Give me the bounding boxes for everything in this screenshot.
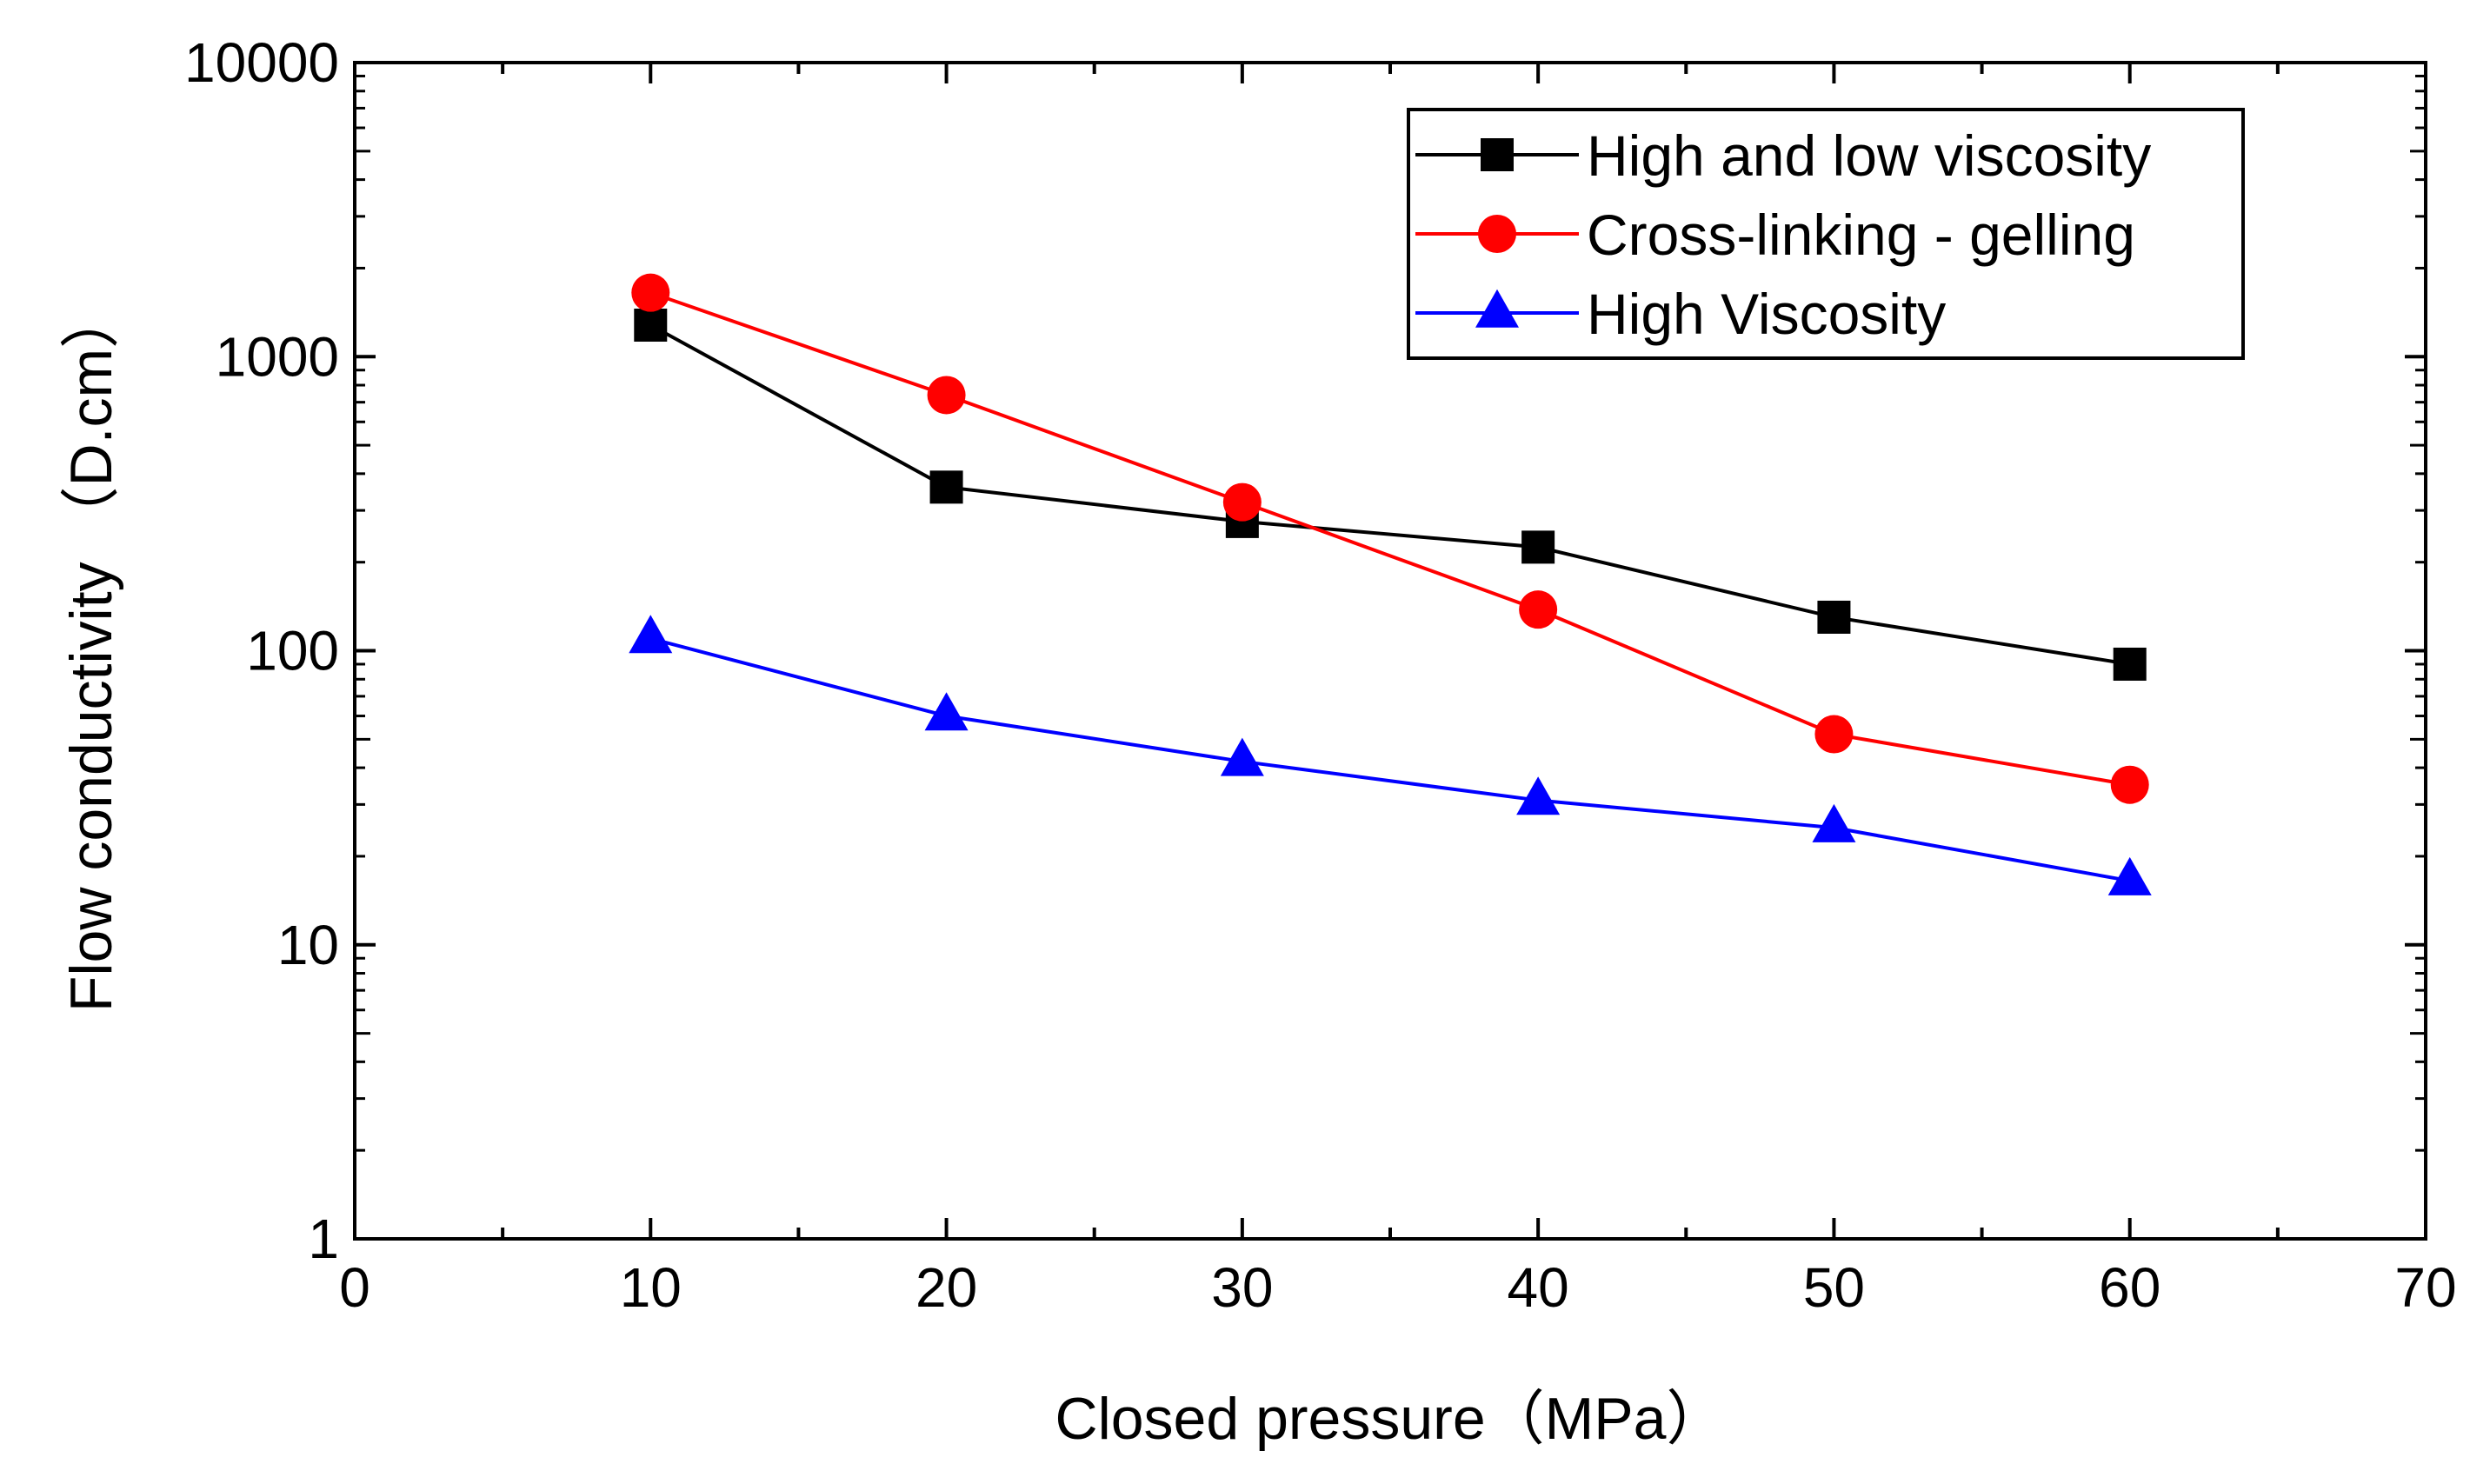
legend-label: High and low viscosity: [1587, 123, 2151, 188]
legend-label: Cross-linking - gelling: [1587, 203, 2135, 267]
legend: High and low viscosity Cross-linking - ge…: [1407, 108, 2245, 360]
data-point: [1817, 600, 1851, 634]
y-tick-label: 10: [277, 914, 339, 976]
x-tick-label: 70: [2394, 1256, 2456, 1319]
data-point: [2110, 765, 2149, 804]
x-tick-label: 20: [915, 1256, 977, 1319]
data-point: [1220, 737, 1264, 776]
series-line: [649, 636, 2131, 883]
x-tick-label: 0: [339, 1256, 370, 1319]
data-point: [634, 308, 668, 342]
x-axis-title: Closed pressure（MPa）: [1055, 1386, 1726, 1452]
data-point: [1521, 530, 1555, 564]
series-triangle: [629, 615, 2152, 895]
legend-label: High Viscosity: [1587, 282, 1946, 346]
series-line: [649, 290, 2131, 787]
data-point: [927, 376, 966, 415]
data-point: [2113, 647, 2147, 681]
plot-marks: [629, 273, 2152, 895]
data-point: [1222, 482, 1262, 522]
y-tick-label: 1: [308, 1208, 339, 1270]
legend-marker: [1478, 215, 1516, 253]
data-point: [2107, 856, 2152, 895]
x-tick-label: 30: [1211, 1256, 1273, 1319]
axes: 0 10 20 30 40 50 60 70 1 10 100 1000 10000: [184, 31, 2457, 1319]
data-point: [1519, 590, 1558, 629]
y-tick-label: 10000: [184, 31, 339, 94]
y-tick-label: 100: [246, 620, 339, 682]
data-point: [1812, 803, 1856, 842]
y-axis-title: Flow conductivity （D.cm）: [58, 289, 124, 1012]
legend-marker: [1475, 289, 1519, 328]
series-circle: [631, 273, 2149, 804]
x-tick-label: 40: [1508, 1256, 1569, 1319]
data-point: [1814, 715, 1854, 754]
data-point: [1516, 776, 1561, 815]
x-tick-label: 10: [620, 1256, 682, 1319]
legend-marker: [1481, 138, 1514, 171]
x-tick-label: 50: [1803, 1256, 1865, 1319]
data-point: [929, 470, 963, 504]
data-point: [629, 615, 673, 654]
data-point: [631, 273, 670, 312]
series-line: [649, 323, 2131, 666]
y-tick-label: 1000: [216, 325, 339, 388]
x-tick-label: 60: [2099, 1256, 2160, 1319]
data-point: [924, 692, 969, 731]
